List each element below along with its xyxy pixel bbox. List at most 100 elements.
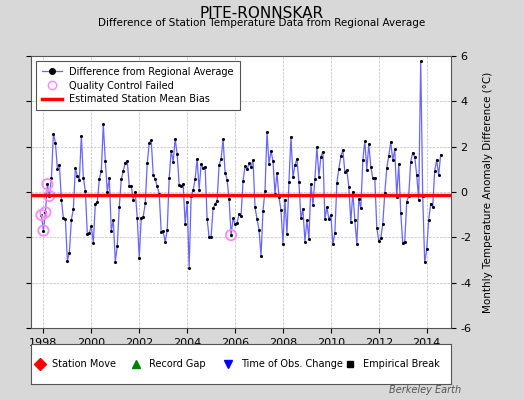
Point [127, 183, 135, 189]
Point [171, 136, 179, 142]
Point [215, 162, 223, 168]
Point [161, 239, 169, 245]
Point [357, 205, 365, 212]
Point [361, 138, 369, 144]
Point [422, 246, 431, 253]
Point [107, 228, 115, 234]
Point [336, 153, 345, 160]
Text: Time of Obs. Change: Time of Obs. Change [241, 359, 343, 369]
Point [436, 151, 445, 158]
Point [283, 231, 291, 237]
Point [269, 158, 277, 164]
Point [245, 160, 253, 166]
Point [47, 174, 56, 181]
Point [75, 176, 83, 183]
Point [91, 200, 100, 207]
Point [155, 190, 163, 197]
Point [65, 250, 73, 256]
Point [231, 221, 239, 227]
Point [405, 192, 413, 199]
Point [378, 221, 387, 227]
Text: Difference of Station Temperature Data from Regional Average: Difference of Station Temperature Data f… [99, 18, 425, 28]
Point [297, 215, 305, 222]
Point [255, 226, 263, 233]
Point [389, 157, 397, 164]
Point [117, 176, 125, 182]
Point [333, 180, 341, 186]
Point [309, 202, 317, 208]
Point [365, 141, 373, 148]
Point [313, 144, 321, 150]
Point [434, 172, 443, 178]
Point [119, 168, 127, 174]
Point [311, 176, 319, 182]
Point [367, 164, 375, 170]
Point [43, 181, 51, 187]
Point [351, 217, 359, 224]
Point [419, 192, 427, 199]
Point [93, 199, 102, 205]
Point [271, 191, 279, 197]
Point [289, 174, 297, 180]
Point [265, 161, 273, 167]
Point [294, 179, 303, 186]
Point [163, 227, 171, 234]
Point [145, 140, 154, 146]
Point [157, 228, 166, 235]
Point [197, 161, 205, 168]
Point [137, 215, 146, 221]
Legend: Difference from Regional Average, Quality Control Failed, Estimated Station Mean: Difference from Regional Average, Qualit… [36, 61, 239, 110]
Point [187, 193, 195, 199]
Point [213, 198, 221, 204]
Point [427, 200, 435, 207]
Point [45, 193, 53, 199]
Point [307, 180, 315, 187]
Point [387, 138, 395, 145]
Point [293, 156, 301, 162]
Point [37, 212, 46, 218]
Point [273, 170, 281, 176]
Point [189, 187, 198, 194]
Point [287, 133, 295, 140]
Point [303, 217, 311, 224]
Point [429, 204, 437, 210]
Point [267, 148, 275, 154]
Point [347, 219, 355, 226]
Point [275, 194, 283, 201]
Point [315, 174, 323, 180]
Point [363, 166, 371, 173]
Point [400, 238, 409, 245]
Point [193, 156, 201, 162]
Point [305, 236, 313, 242]
Point [353, 240, 361, 247]
Point [402, 199, 411, 205]
Point [191, 176, 199, 182]
Point [101, 158, 110, 164]
Point [235, 211, 243, 217]
Point [129, 197, 137, 203]
Point [201, 164, 209, 170]
Point [414, 196, 423, 203]
Point [368, 175, 377, 181]
Point [79, 174, 88, 181]
Point [251, 204, 259, 210]
Point [105, 175, 114, 181]
Point [111, 258, 119, 265]
Point [39, 228, 48, 234]
Point [139, 214, 147, 220]
Point [57, 197, 66, 203]
Point [151, 176, 159, 182]
Point [301, 238, 309, 245]
Point [43, 181, 51, 187]
Point [259, 207, 267, 214]
Point [209, 205, 217, 211]
Point [380, 190, 389, 196]
Point [175, 182, 183, 188]
Point [335, 166, 343, 172]
Point [399, 240, 407, 246]
Point [261, 188, 269, 194]
Point [326, 212, 335, 218]
Point [420, 259, 429, 266]
Text: Empirical Break: Empirical Break [363, 359, 439, 369]
Point [417, 57, 425, 64]
